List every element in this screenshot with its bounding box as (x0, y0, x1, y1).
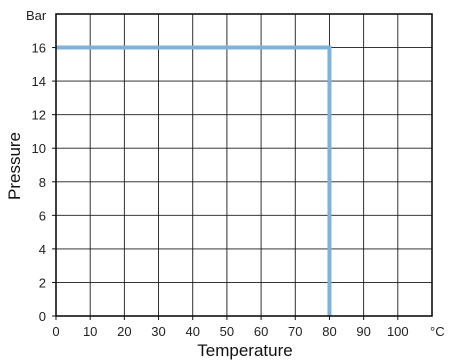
x-tick-label: 50 (220, 324, 234, 339)
y-unit-label: Bar (26, 8, 47, 23)
axes (52, 13, 433, 320)
y-tick-label: 6 (39, 208, 46, 223)
y-axis-title: Pressure (5, 132, 24, 200)
x-tick-label: 0 (52, 324, 59, 339)
x-tick-label: 40 (185, 324, 199, 339)
y-tick-label: 4 (39, 242, 46, 257)
x-tick-label: 60 (254, 324, 268, 339)
tick-labels: 0 10 20 30 40 50 60 70 80 90 100 0 2 4 6 8 10 12 14 16 (32, 41, 409, 339)
y-tick-label: 0 (39, 309, 46, 324)
y-tick-label: 2 (39, 275, 46, 290)
y-tick-label: 14 (32, 74, 46, 89)
series-line (56, 45, 332, 316)
x-tick-label: 70 (288, 324, 302, 339)
grid (55, 13, 433, 317)
x-unit-label: °C (430, 324, 445, 339)
x-axis-title: Temperature (197, 341, 292, 360)
y-tick-label: 12 (32, 108, 46, 123)
x-tick-label: 80 (322, 324, 336, 339)
x-tick-label: 10 (83, 324, 97, 339)
y-tick-label: 8 (39, 175, 46, 190)
x-tick-label: 30 (151, 324, 165, 339)
plot-frame (55, 13, 433, 317)
x-tick-label: 90 (356, 324, 370, 339)
series-layer (56, 45, 332, 316)
x-tick-label: 100 (387, 324, 409, 339)
y-tick-label: 10 (32, 141, 46, 156)
x-tick-label: 20 (117, 324, 131, 339)
y-tick-label: 16 (32, 41, 46, 56)
